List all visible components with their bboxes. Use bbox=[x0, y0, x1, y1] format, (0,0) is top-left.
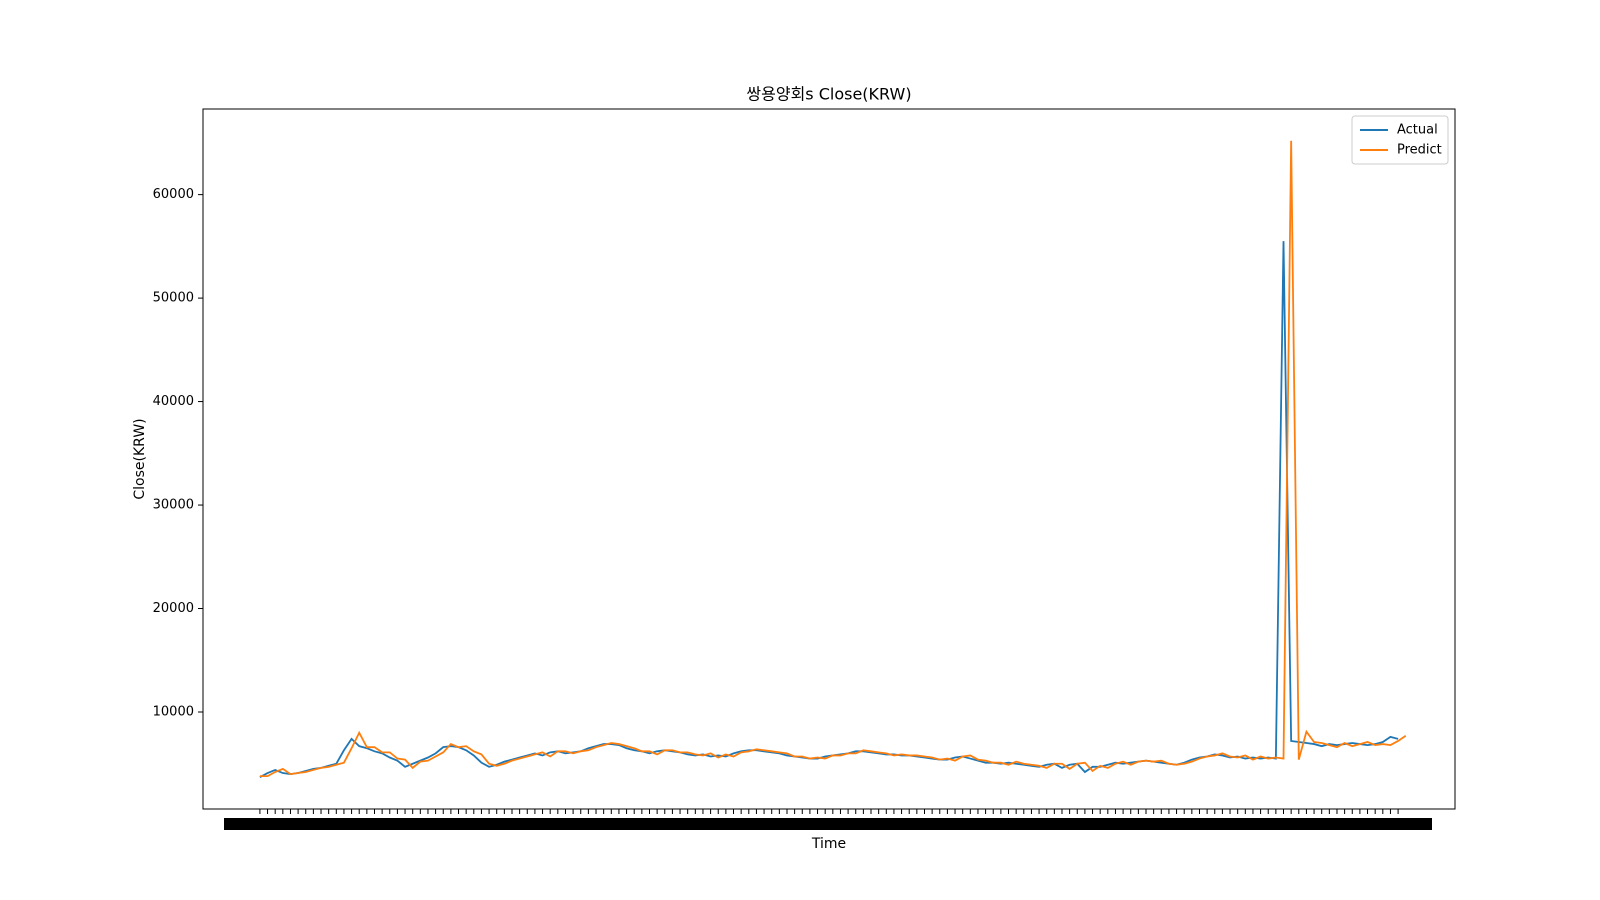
x-tick-labels-overlapped bbox=[224, 818, 1432, 830]
y-tick-label: 30000 bbox=[153, 498, 194, 513]
y-tick-label: 50000 bbox=[153, 291, 194, 306]
line-series bbox=[259, 140, 1407, 778]
y-tick-label: 60000 bbox=[153, 187, 194, 202]
x-axis-label: Time bbox=[811, 836, 846, 852]
y-axis-label: Close(KRW) bbox=[132, 418, 148, 499]
y-tick-label: 40000 bbox=[153, 394, 194, 409]
chart-title: 쌍용양회s Close(KRW) bbox=[746, 85, 911, 104]
legend-label: Actual bbox=[1397, 123, 1438, 138]
plot-frame bbox=[202, 108, 1456, 810]
legend-box bbox=[1351, 115, 1449, 165]
legend-label: Predict bbox=[1397, 143, 1442, 158]
y-tick-label: 10000 bbox=[153, 704, 194, 719]
y-tick-label: 20000 bbox=[153, 601, 194, 616]
